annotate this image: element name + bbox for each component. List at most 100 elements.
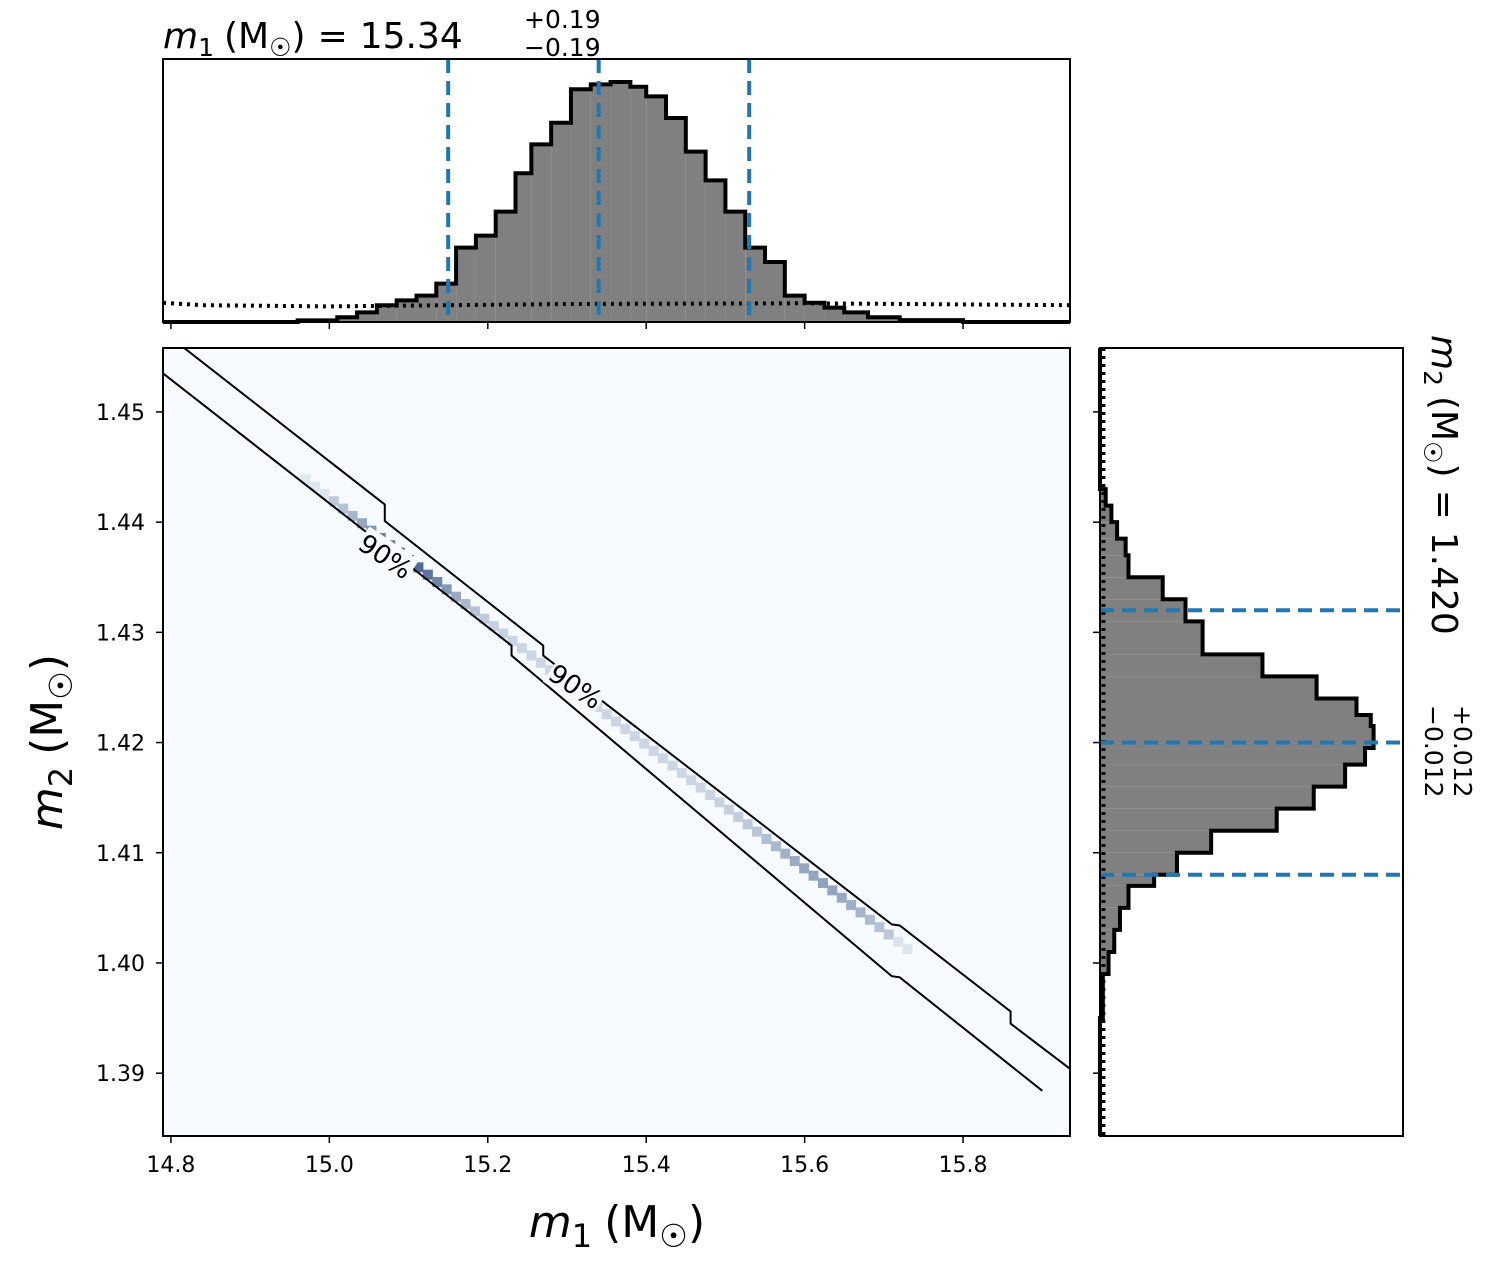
heatmap-cell — [733, 811, 744, 822]
heatmap-cell — [639, 738, 650, 749]
heatmap-cell — [817, 878, 828, 889]
heatmap-cell — [799, 863, 810, 874]
y-tick-label: 1.42 — [96, 732, 145, 757]
y-axis-title: m2(M☉) — [22, 654, 80, 830]
m1-histogram-bin — [784, 295, 805, 322]
m1-histogram-title: m1 (M☉) = 15.34 — [163, 16, 463, 62]
heatmap-cell — [347, 510, 358, 521]
m2-histogram-bin — [1100, 621, 1203, 655]
heatmap-cell — [723, 804, 734, 815]
heatmap-cell — [629, 731, 640, 742]
heatmap-cell — [357, 518, 368, 529]
m1-histogram-bin — [376, 305, 397, 322]
heatmap-cell — [789, 856, 800, 867]
m2-histogram-bin — [1100, 714, 1371, 727]
heatmap-cell — [328, 496, 339, 507]
heatmap-cell — [526, 650, 537, 661]
m1-prior-curve — [162, 300, 1071, 309]
m2-histogram-bin — [1100, 830, 1212, 853]
y-tick-label: 1.39 — [96, 1062, 145, 1087]
x-tick-label: 15.6 — [780, 1153, 829, 1178]
y-tick-label: 1.45 — [96, 401, 145, 426]
m2-histogram-y-ticks — [1093, 411, 1100, 1074]
x-tick-label: 14.8 — [146, 1153, 195, 1178]
m2-histogram-bin — [1100, 748, 1366, 765]
m2-quantile-lines — [1100, 608, 1403, 877]
x-tick-label: 15.0 — [305, 1153, 354, 1178]
heatmap-background — [163, 348, 1070, 1136]
heatmap-cell — [479, 613, 490, 624]
m2-histogram-bin — [1100, 489, 1106, 506]
heatmap-cell — [695, 782, 706, 793]
m1-histogram-bin — [475, 235, 496, 322]
heatmap-cell — [864, 914, 875, 925]
heatmap-cell — [836, 892, 847, 903]
m1-marginal-histogram: m1 (M☉) = 15.34 +0.19 −0.19 — [162, 5, 1071, 329]
m2-histogram-bin — [1100, 852, 1177, 875]
m1-title-minus-error: −0.19 — [524, 33, 601, 62]
m2-histogram-outline — [1098, 348, 1376, 1136]
heatmap-cell — [516, 643, 527, 654]
y-tick-label: 1.41 — [96, 842, 145, 867]
m1-histogram-bin — [456, 247, 476, 322]
x-tick-label: 15.2 — [463, 1153, 512, 1178]
m2-title-plus-error: +0.012 — [1448, 705, 1477, 798]
m2-histogram-bin — [1100, 698, 1357, 715]
heatmap-cell — [488, 621, 499, 632]
m1-x-axis-ticks: 14.8 15.0 15.2 15.4 15.6 15.8 — [146, 1136, 988, 1178]
heatmap-cell — [432, 577, 443, 588]
heatmap-cell — [507, 635, 518, 646]
heatmap-cell — [601, 709, 612, 720]
contour-label-background — [542, 656, 610, 715]
m2-histogram-title: m2(M☉)=1.420 — [1418, 335, 1464, 635]
m1-histogram-bin — [357, 312, 377, 322]
m2-histogram-bin — [1100, 885, 1129, 908]
heatmap-cell — [441, 584, 452, 595]
m2-histogram-bin — [1100, 726, 1374, 749]
m2-histogram-bin — [1100, 764, 1346, 787]
heatmap-cell — [676, 767, 687, 778]
contour-upper-90 — [182, 348, 1070, 1070]
heatmap-cell — [469, 606, 480, 617]
m1-histogram-outline — [163, 80, 1070, 324]
heatmap-cell — [300, 474, 311, 485]
heatmap-cell — [460, 599, 471, 610]
heatmap-cell — [827, 885, 838, 896]
x-axis-title: m1 (M☉) — [529, 1197, 705, 1255]
heatmap-cell — [658, 753, 669, 764]
y-tick-label: 1.43 — [96, 621, 145, 646]
heatmap-cell — [742, 819, 753, 830]
m2-histogram-bin — [1100, 951, 1109, 974]
m1-histogram-bin — [630, 86, 647, 322]
m1-histogram-bin — [515, 173, 532, 322]
m2-y-axis-ticks: 1.39 1.40 1.41 1.42 1.43 1.44 1.45 — [96, 401, 163, 1087]
m2-histogram-bin — [1100, 929, 1115, 952]
contour-label-background — [352, 526, 420, 585]
heatmap-cell — [780, 848, 791, 859]
m2-histogram-bin — [1100, 676, 1317, 699]
joint-density-panel: 90%90% 14.8 15.0 15.2 15.4 15.6 15.8 1.391.40… — [22, 347, 1071, 1255]
m1-histogram-bin — [416, 295, 437, 322]
m2-title-minus-error: −0.012 — [1419, 705, 1448, 798]
m2-histogram-bin — [1100, 599, 1186, 622]
contour-lines-90 — [163, 348, 1070, 1092]
heatmap-cell — [686, 775, 697, 786]
m1-histogram-bin — [824, 307, 845, 322]
m1-histogram-bin — [551, 122, 571, 322]
heatmap-cell — [422, 569, 433, 580]
m1-histogram-x-ticks — [170, 322, 964, 329]
m1-histogram-bin — [765, 262, 785, 322]
m1-histogram-bin — [337, 317, 358, 322]
heatmap-cell — [338, 503, 349, 514]
heatmap-cell — [309, 481, 320, 492]
m1-title-plus-error: +0.19 — [524, 5, 601, 34]
m1-prior-dotted-line — [162, 300, 1071, 309]
m2-histogram-bin — [1100, 654, 1263, 677]
m2-histogram-bin — [1100, 577, 1163, 600]
heatmap-cell — [667, 760, 678, 771]
heatmap-cell — [413, 562, 424, 573]
m1-histogram-bin — [531, 144, 552, 322]
heatmap-cell — [883, 929, 894, 940]
heatmap-cell — [902, 944, 913, 955]
y-tick-label: 1.40 — [96, 952, 145, 977]
